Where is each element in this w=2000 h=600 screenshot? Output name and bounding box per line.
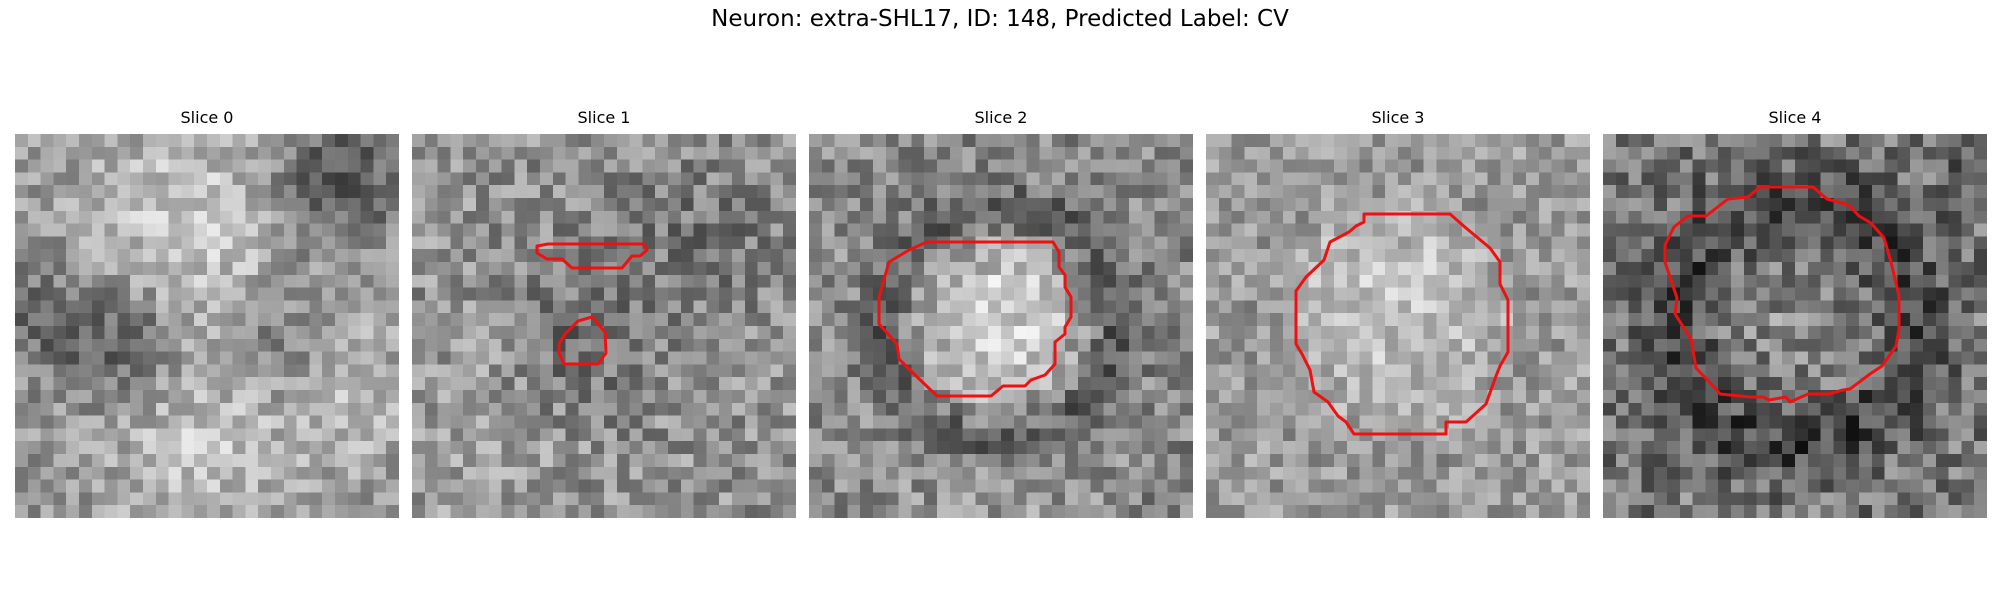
slice-title: Slice 0 (180, 108, 234, 127)
slice-image (15, 134, 399, 518)
slice-panel-2: Slice 2 (809, 110, 1193, 518)
roi-contour (557, 315, 608, 366)
slice-image (1603, 134, 1987, 518)
slice-title: Slice 4 (1768, 108, 1822, 127)
slice-title: Slice 1 (577, 108, 631, 127)
contour-overlay (15, 134, 399, 518)
slice-panel-0: Slice 0 (15, 110, 399, 518)
figure-title: Neuron: extra-SHL17, ID: 148, Predicted … (711, 6, 1289, 32)
contour-overlay (1294, 212, 1510, 436)
roi-contour (1294, 212, 1510, 436)
slice-title: Slice 3 (1371, 108, 1425, 127)
slice-image (809, 134, 1193, 518)
slice-title: Slice 2 (974, 108, 1028, 127)
slice-panel-3: Slice 3 (1206, 110, 1590, 518)
roi-contour (535, 242, 649, 270)
contour-overlay (877, 240, 1073, 398)
slice-image (412, 134, 796, 518)
slice-panel-4: Slice 4 (1603, 110, 1987, 518)
contour-overlay (535, 242, 649, 366)
roi-contour (877, 240, 1073, 398)
slice-panel-1: Slice 1 (412, 110, 796, 518)
contour-overlay (1663, 185, 1901, 404)
roi-contour (1663, 185, 1901, 404)
slice-image (1206, 134, 1590, 518)
